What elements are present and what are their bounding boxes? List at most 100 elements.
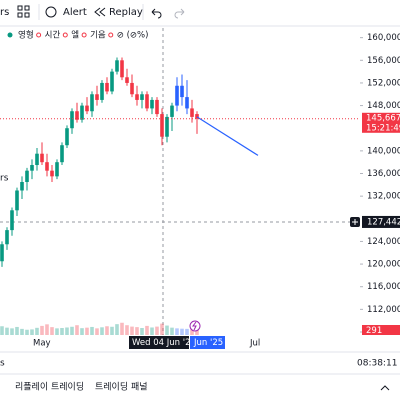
toolbar-cut-text: rs [0,7,9,18]
bottom-tabs [0,374,400,400]
candle-body [135,94,139,100]
candle-body [140,94,144,100]
undo-button[interactable] [151,8,162,19]
x-tick-label: May [33,339,51,349]
candle-body [65,128,69,146]
volume-bar [75,325,79,335]
candle-body [155,99,159,115]
candle-body [130,82,134,95]
alert-label: Alert [63,7,87,18]
replay-button[interactable]: Replay [94,7,143,18]
volume-bar [130,326,134,335]
y-tick-label: 112,000.0 [367,305,400,315]
x-tick-label: Jun '25 [193,338,223,348]
volume-bar [45,324,49,335]
volume-bar [65,327,69,335]
candle-body [50,170,54,177]
volume-bar [85,327,89,335]
crosshair-label: 127,442.0 [367,217,400,227]
legend: 영형 시간 엘 기음 ⊘ (⊘%) [7,30,149,41]
y-tick-label: 152,000.0 [367,78,400,88]
volume-bar [150,327,154,335]
y-tick-label: 148,000.0 [367,101,400,111]
candle-body [150,99,154,109]
volume-bar [195,329,199,335]
candle-body [10,210,14,231]
legend-dot [62,32,68,38]
x-tick-label: Jul [249,339,260,349]
volume-bar [180,328,184,335]
candle-body [35,153,39,166]
volume-bar [185,328,189,335]
replay-label: Replay [109,7,143,18]
candle-body [0,244,4,262]
legend-item: 기음 [90,31,106,41]
volume-bar [10,328,14,335]
volume-bar [35,327,39,335]
candle-body [20,182,24,191]
candle-body [25,170,29,182]
range-label-bg [190,336,225,349]
candle-body [95,94,99,100]
candle-body [145,94,149,109]
legend-change: ⊘ (⊘%) [117,31,149,41]
candle-body [170,105,174,117]
crosshair-date: Wed 04 Jun '25 [132,338,196,348]
candle-body [160,114,164,137]
alert-button[interactable]: Alert [45,6,87,18]
trend-line [196,116,259,156]
volume-bar [90,326,94,335]
candle-body [105,82,109,92]
candle-body [90,94,94,112]
volume-bar [50,327,54,335]
candle-body [15,190,19,211]
candle-body [5,230,9,245]
volume-bar [20,328,24,335]
y-tick-label: 156,000.0 [367,56,400,66]
volume-bar [105,326,109,335]
y-tick-label: 140,000.0 [367,146,400,156]
volume-bar [170,327,174,335]
volume-bar [155,326,159,335]
candle-body [115,60,119,72]
price-label-bg [362,112,400,133]
status-dot [7,32,13,38]
candle-body [190,108,194,117]
tab[interactable]: 리플레이 트레이딩 [15,382,84,393]
legend-dot [108,32,114,38]
tab[interactable]: 트레이딩 패널 [95,382,148,393]
layout-button[interactable] [17,5,30,18]
candle-body [30,165,34,171]
redo-button[interactable] [174,8,185,19]
replay-bolt [192,321,197,331]
volume-bar [60,328,64,335]
legend-item: 시간 [45,30,61,41]
volume-bar [100,327,104,335]
collapse-button[interactable] [380,385,390,391]
volume-bar [0,326,4,335]
volume-bar [25,329,29,335]
candle-body [40,153,44,163]
candle-body [80,105,84,120]
side-cut-text: rs [0,174,9,184]
candle-body [60,145,64,163]
volume-label: 291 [366,326,382,336]
y-tick-label: 124,000.0 [367,237,400,247]
volume-bar [135,327,139,335]
crosshair-label-bg [362,215,400,228]
candle-body [45,162,49,171]
y-tick-label: 116,000.0 [367,282,400,292]
top-toolbar [0,0,400,26]
legend-item: 엘 [71,31,79,41]
legend-dot [81,32,87,38]
candle-body [75,111,79,120]
volume-bar [80,328,84,335]
crosshair-date-bg [129,336,189,349]
volume-bar [145,325,149,335]
volume-bar [110,326,114,335]
candle-body [85,105,89,112]
y-tick-label: 132,000.0 [367,192,400,202]
volume-bar [115,324,119,335]
legend-dot [36,32,42,38]
